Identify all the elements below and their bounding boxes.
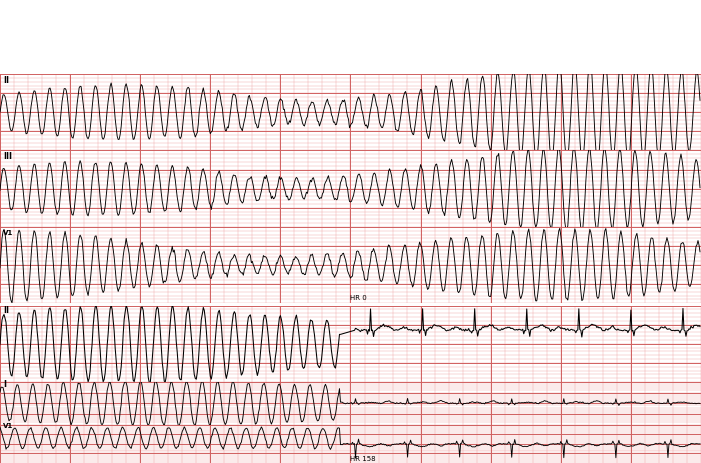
Text: V1: V1 [3,423,13,429]
Text: III: III [3,152,12,161]
Text: II: II [3,306,9,315]
Text: V1: V1 [3,230,13,236]
Text: HR 158: HR 158 [350,457,376,462]
Text: II: II [3,76,9,85]
Text: HR 0: HR 0 [350,295,367,301]
Text: I: I [3,380,6,388]
